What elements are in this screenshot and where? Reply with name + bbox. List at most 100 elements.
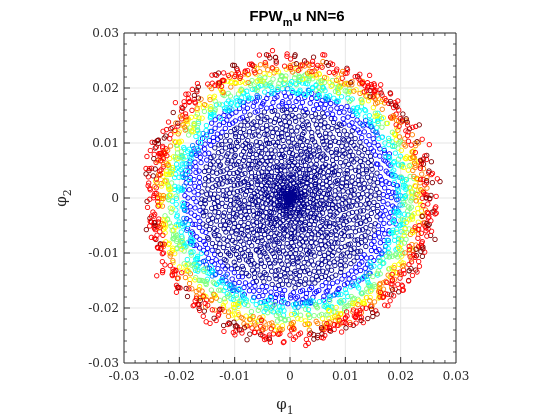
data-point [334,279,341,285]
data-point [406,247,412,253]
data-point [216,163,223,169]
data-point [386,240,392,246]
data-point [223,132,230,139]
data-point [359,163,366,169]
data-point [292,230,298,236]
data-point [323,312,329,318]
data-point [362,157,368,163]
data-point [422,153,428,159]
data-point [377,240,383,246]
data-point [287,94,294,100]
data-point [329,111,336,117]
data-point [247,112,253,118]
data-point [393,182,400,189]
data-point [428,192,434,199]
data-point [377,113,383,120]
data-point [318,205,324,212]
data-point [377,173,383,180]
data-point [188,236,195,243]
data-point [284,254,291,260]
data-point [374,170,380,176]
data-point [279,294,286,300]
data-point [236,206,242,212]
data-point [288,230,294,236]
data-point [209,267,216,274]
data-point [183,285,189,292]
data-point [241,198,248,204]
data-point [306,166,312,172]
data-point [413,198,419,204]
data-point [295,77,302,83]
data-point [348,133,354,139]
data-point [225,242,231,249]
data-point [168,209,174,215]
y-axis-label: φ2 [52,189,74,207]
data-point [151,156,157,162]
data-point [219,306,225,312]
data-point [264,220,271,226]
x-axis-label-symbol: φ [276,395,287,413]
data-point [263,306,269,312]
data-point [309,136,315,143]
data-point [339,176,346,182]
data-point [199,196,205,202]
data-point [302,276,309,282]
data-point [396,246,402,252]
data-point [200,313,206,319]
data-point [371,299,378,305]
data-point [203,208,209,215]
data-point [233,231,239,237]
data-point [367,259,373,265]
data-point [299,287,306,293]
data-point [343,142,350,148]
data-point [334,66,340,72]
data-point [271,302,277,308]
data-point [324,111,331,117]
data-point [290,151,296,157]
data-point [398,236,404,243]
data-point [346,276,352,282]
data-point [269,108,275,115]
data-point [372,192,378,198]
data-point [286,159,292,166]
data-point [390,218,396,224]
data-point [327,220,333,226]
data-point [228,266,235,272]
data-point [190,129,196,135]
data-point [310,85,316,91]
data-point [239,263,245,270]
data-point [364,277,371,283]
data-point [256,133,262,139]
data-point [258,150,265,156]
data-point [221,210,228,216]
data-point [279,291,285,297]
data-point [284,179,290,185]
data-point [348,246,354,253]
data-point [399,253,405,259]
data-point [343,205,349,211]
data-point [242,280,249,286]
data-point [220,213,227,219]
data-point [246,239,252,246]
data-point [366,72,373,78]
data-point [186,187,192,193]
data-point [223,106,230,112]
data-point [160,250,167,256]
data-point [258,182,265,188]
data-point [321,303,327,309]
data-point [280,339,286,346]
data-point [291,310,298,317]
data-point [175,120,181,126]
data-point [224,249,230,255]
data-point [209,240,216,247]
data-point [242,170,248,177]
data-point [179,104,185,110]
data-point [176,264,183,270]
data-point [364,80,371,86]
data-point [211,315,217,321]
data-point [295,263,301,270]
data-point [241,325,248,331]
data-point [386,180,392,187]
data-point [236,158,242,165]
data-point [392,100,398,106]
